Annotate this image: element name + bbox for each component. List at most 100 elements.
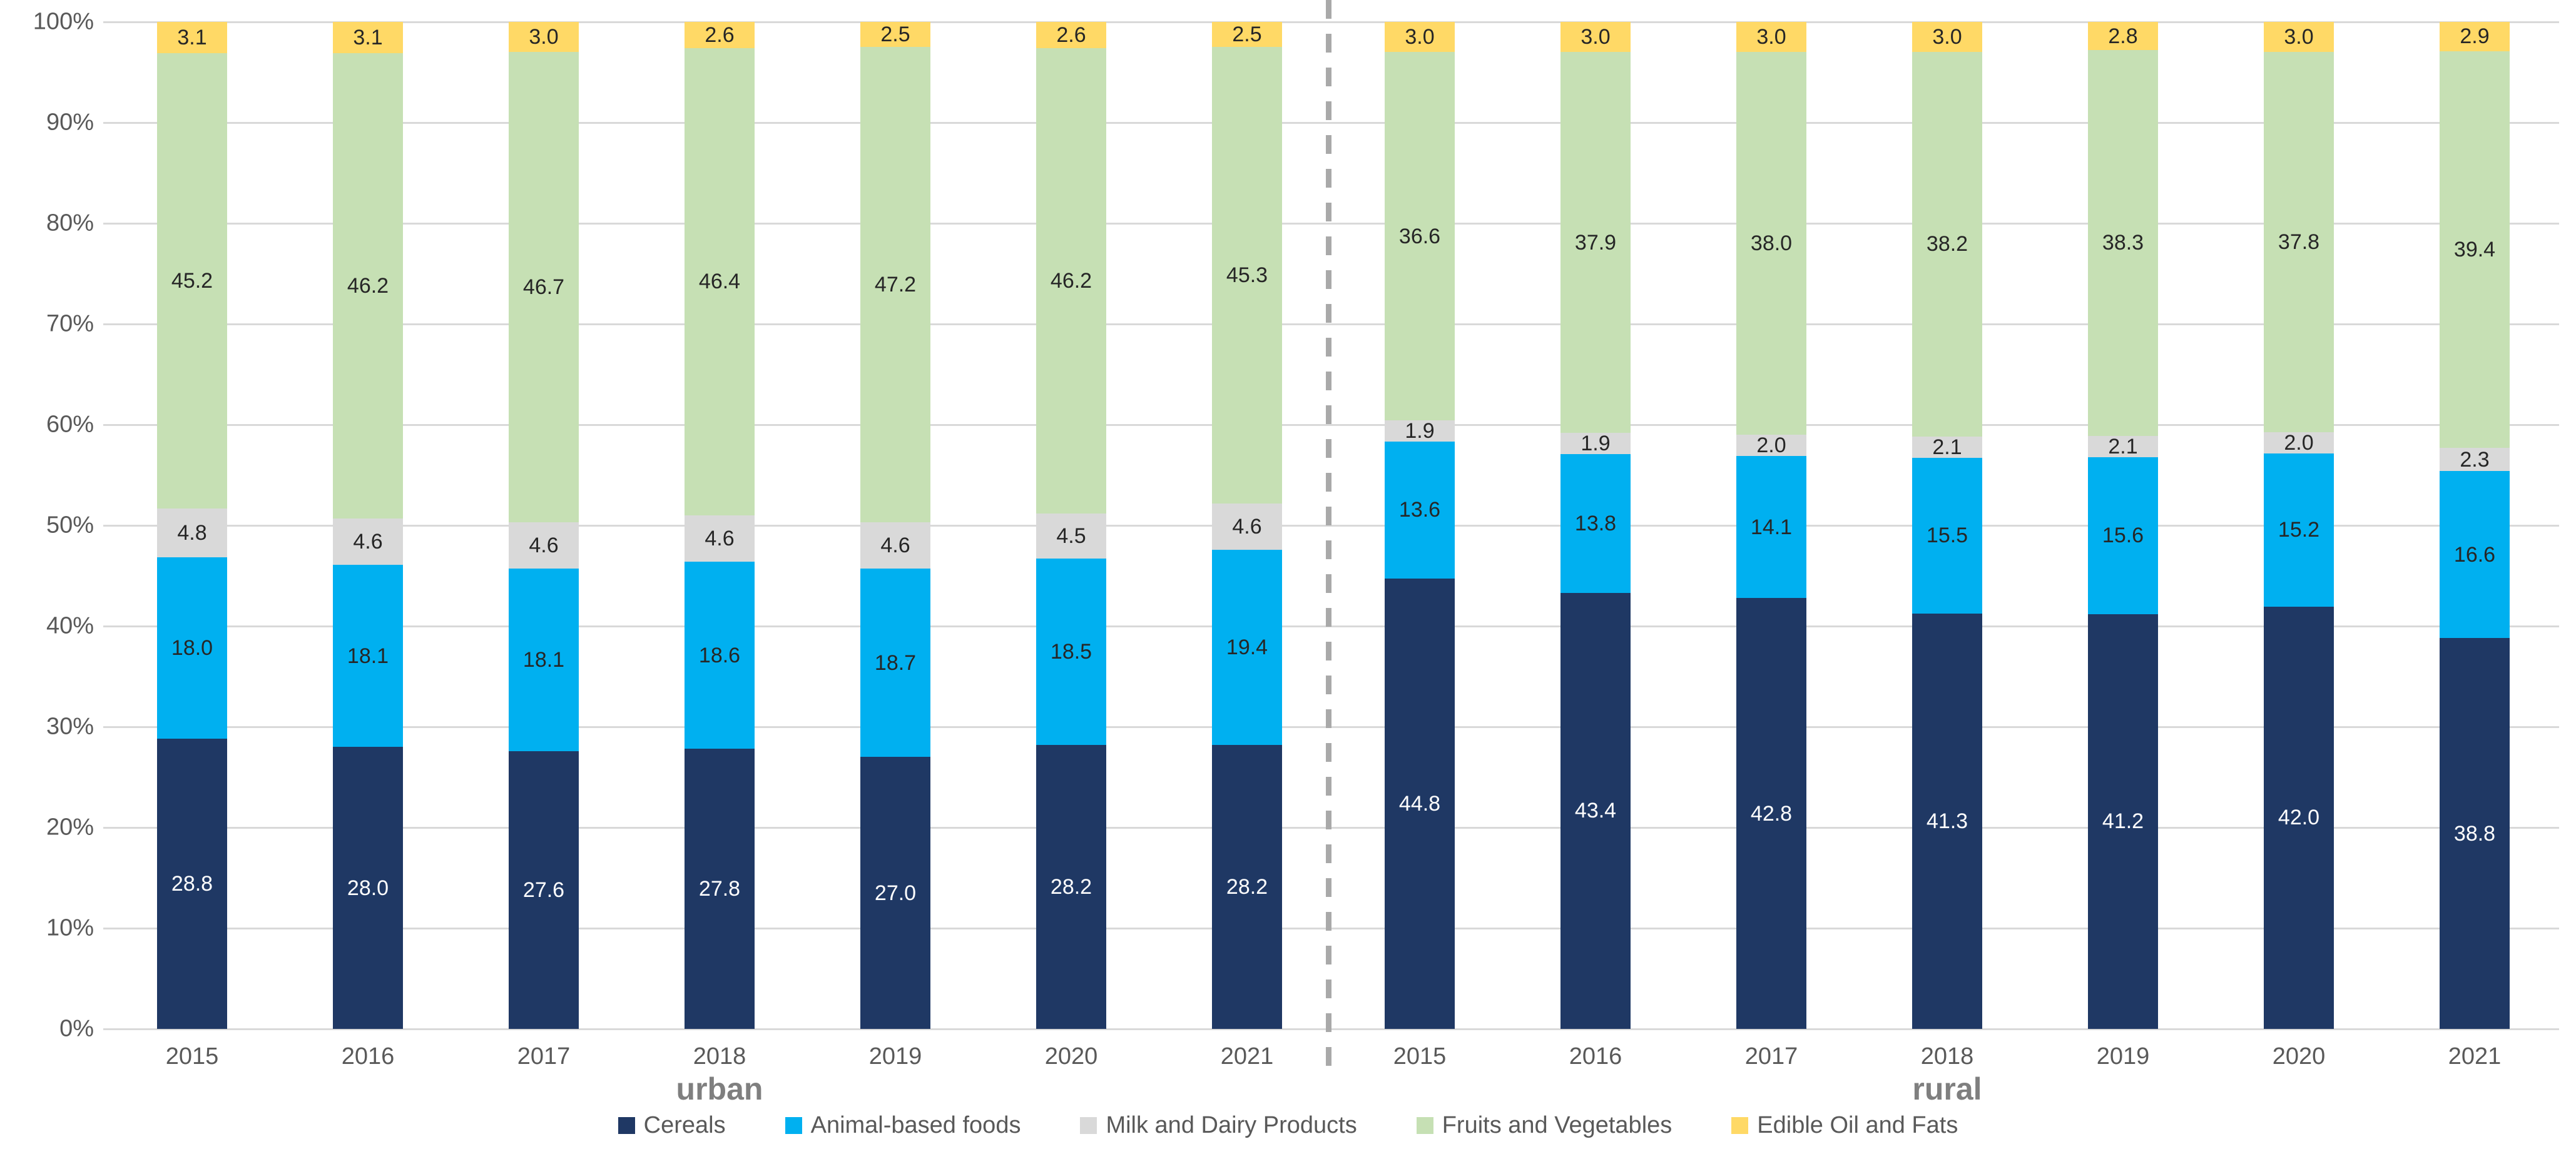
- bar-segment: 13.6: [1385, 441, 1455, 579]
- bar-segment-label: 4.6: [880, 534, 910, 558]
- bar-segment-label: 2.3: [2460, 447, 2490, 472]
- bar-rural-2017: 42.8 14.1 2.0 38.0 3.0: [1736, 22, 1806, 1029]
- bar-segment: 3.1: [157, 22, 227, 53]
- bar-segment-label: 3.0: [1932, 25, 1962, 49]
- x-axis-year-label: 2017: [1744, 1043, 1798, 1070]
- bar-segment-label: 18.1: [522, 647, 565, 672]
- bar-segment: 4.6: [509, 522, 579, 569]
- bar-segment: 3.0: [1560, 21, 1631, 53]
- bar-segment-label: 2.0: [1756, 433, 1786, 458]
- bar-segment: 2.3: [2440, 447, 2510, 472]
- bar-segment-label: 2.5: [1232, 23, 1262, 47]
- bar-segment-label: 44.8: [1398, 791, 1441, 816]
- bar-rural-2016: 43.4 13.8 1.9 37.9 3.0: [1560, 21, 1631, 1029]
- bar-segment: 19.4: [1212, 549, 1282, 745]
- bar-rural-2020: 42.0 15.2 2.0 37.8 3.0: [2264, 22, 2334, 1029]
- bar-segment: 41.3: [1912, 613, 1982, 1029]
- x-axis-year-label: 2019: [868, 1043, 922, 1070]
- bar-segment-label: 38.2: [1926, 232, 1968, 256]
- bar-segment-label: 15.2: [2278, 518, 2320, 542]
- bar-segment-label: 18.1: [347, 644, 389, 668]
- bar-segment-label: 3.0: [1756, 25, 1786, 49]
- bar-segment: 4.6: [860, 522, 930, 569]
- bar-segment: 2.5: [860, 22, 930, 48]
- urban-rural-divider-line: [1326, 0, 1331, 1066]
- bar-segment: 41.2: [2088, 614, 2158, 1029]
- legend-label: Animal-based foods: [810, 1112, 1021, 1138]
- y-axis-tick-label: 80%: [46, 210, 94, 236]
- bar-segment: 18.5: [1036, 559, 1106, 745]
- bar-segment-label: 18.6: [698, 643, 741, 667]
- bar-segment-label: 2.9: [2460, 24, 2490, 49]
- bar-segment: 2.8: [2088, 22, 2158, 51]
- bar-segment: 4.5: [1036, 513, 1106, 559]
- bar-segment-label: 42.8: [1750, 801, 1793, 826]
- bar-segment-label: 47.2: [874, 273, 917, 297]
- bar-segment-label: 39.4: [2453, 237, 2496, 261]
- bar-segment-label: 45.2: [171, 269, 213, 293]
- bar-segment: 42.0: [2264, 606, 2334, 1029]
- bar-segment-label: 38.8: [2453, 821, 2496, 846]
- y-axis-tick-label: 0%: [59, 1015, 94, 1042]
- bar-segment: 2.5: [1212, 22, 1282, 48]
- x-axis-year-label: 2019: [2096, 1043, 2150, 1070]
- bar-segment-label: 2.5: [880, 23, 910, 47]
- bar-segment: 16.6: [2440, 471, 2510, 639]
- legend-item: Milk and Dairy Products: [1080, 1112, 1357, 1139]
- bar-segment: 3.0: [1912, 22, 1982, 53]
- legend-label: Milk and Dairy Products: [1106, 1112, 1357, 1138]
- x-axis-year-label: 2020: [2272, 1043, 2326, 1070]
- bar-segment-label: 19.4: [1226, 635, 1268, 659]
- bar-segment-label: 3.1: [353, 25, 383, 49]
- y-axis-tick-label: 60%: [46, 411, 94, 438]
- bar-segment: 18.7: [860, 569, 930, 757]
- bar-segment-label: 4.6: [705, 526, 735, 550]
- bar-segment: 4.6: [1212, 503, 1282, 550]
- legend-label: Cereals: [643, 1112, 726, 1138]
- bar-segment: 15.5: [1912, 457, 1982, 614]
- bar-segment: 38.2: [1912, 52, 1982, 437]
- bar-segment-label: 18.0: [171, 635, 213, 660]
- bar-segment-label: 37.9: [1574, 230, 1617, 255]
- bar-segment: 42.8: [1736, 598, 1806, 1029]
- bar-segment: 38.8: [2440, 638, 2510, 1029]
- bar-segment-label: 13.6: [1398, 498, 1441, 522]
- legend-item: Cereals: [618, 1112, 726, 1139]
- bar-segment: 3.0: [1385, 22, 1455, 53]
- bar-segment-label: 27.0: [874, 881, 917, 905]
- bar-segment: 28.8: [157, 738, 227, 1029]
- legend-swatch-icon: [618, 1117, 635, 1134]
- bar-segment-label: 2.1: [2108, 434, 2138, 458]
- bar-segment: 3.0: [2264, 22, 2334, 53]
- bar-segment: 43.4: [1560, 592, 1631, 1029]
- bar-segment-label: 36.6: [1398, 224, 1441, 248]
- bar-segment-label: 28.2: [1226, 874, 1268, 899]
- bar-segment-label: 45.3: [1226, 263, 1268, 287]
- bar-segment: 44.8: [1385, 578, 1455, 1029]
- bar-segment: 18.1: [509, 569, 579, 751]
- bar-segment-label: 1.9: [1581, 432, 1611, 456]
- bar-segment: 28.2: [1036, 744, 1106, 1029]
- bar-segment-label: 4.6: [353, 529, 383, 554]
- bar-segment: 2.0: [1736, 433, 1806, 458]
- bar-segment: 27.8: [685, 749, 755, 1029]
- bar-segment: 46.4: [685, 48, 755, 515]
- bar-segment-label: 4.6: [529, 534, 559, 558]
- legend-item: Edible Oil and Fats: [1731, 1112, 1958, 1139]
- bar-segment-label: 4.5: [1056, 524, 1086, 548]
- y-axis-tick-label: 90%: [46, 109, 94, 136]
- bar-segment-label: 38.0: [1750, 231, 1793, 256]
- bar-segment: 27.6: [509, 751, 579, 1029]
- bar-rural-2021: 38.8 16.6 2.3 39.4 2.9: [2440, 21, 2510, 1029]
- bar-segment: 3.0: [509, 22, 579, 53]
- bar-segment: 1.9: [1560, 432, 1631, 456]
- bar-segment-label: 2.1: [1932, 435, 1962, 459]
- bar-segment-label: 2.8: [2108, 24, 2138, 48]
- bar-segment: 28.0: [333, 747, 403, 1029]
- bar-segment: 1.9: [1385, 420, 1455, 442]
- legend-label: Fruits and Vegetables: [1442, 1112, 1672, 1138]
- bar-segment: 3.0: [1736, 22, 1806, 53]
- bar-segment: 45.2: [157, 53, 227, 509]
- y-axis-tick-label: 70%: [46, 310, 94, 337]
